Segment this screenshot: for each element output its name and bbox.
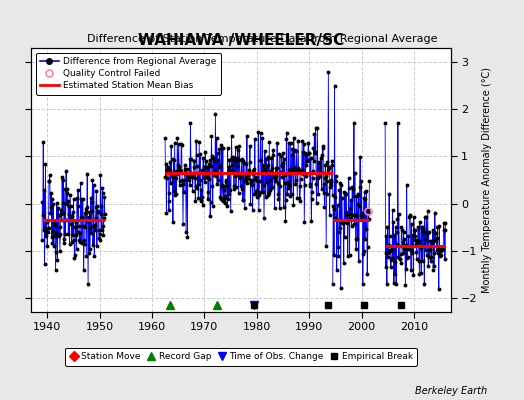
Title: WAHIAWA /WHEELER/SC: WAHIAWA /WHEELER/SC bbox=[138, 33, 344, 48]
Text: Berkeley Earth: Berkeley Earth bbox=[415, 386, 487, 396]
Legend: Station Move, Record Gap, Time of Obs. Change, Empirical Break: Station Move, Record Gap, Time of Obs. C… bbox=[65, 348, 417, 366]
Y-axis label: Monthly Temperature Anomaly Difference (°C): Monthly Temperature Anomaly Difference (… bbox=[482, 67, 492, 293]
Text: Difference of Station Temperature Data from Regional Average: Difference of Station Temperature Data f… bbox=[87, 34, 437, 44]
